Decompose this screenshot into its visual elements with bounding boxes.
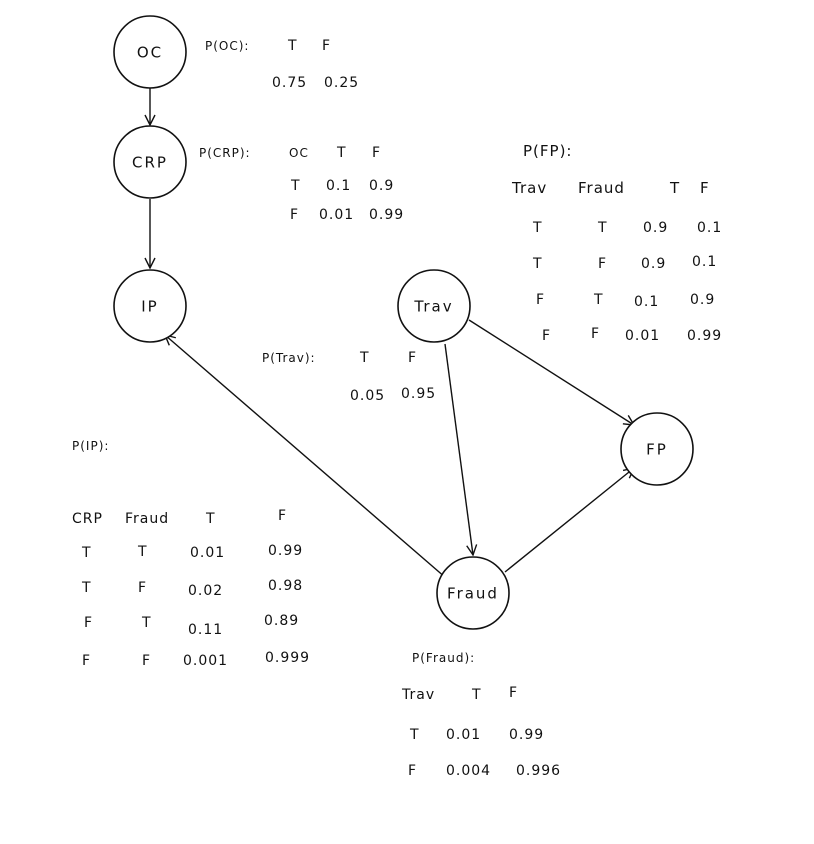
cpt-fp-row3-fraud: T <box>593 292 604 308</box>
cpt-ip-col-crp: CRP <box>72 511 103 527</box>
cpt-ip-row2-t: 0.02 <box>188 583 223 599</box>
cpt-fp-row4-fraud: F <box>591 326 600 342</box>
cpt-ip-row2-crp: T <box>81 580 92 596</box>
cpt-ip-row4-fraud: F <box>142 653 151 669</box>
cpt-fraud-row1-parent: T <box>409 727 420 743</box>
cpt-crp-row2-parent: F <box>290 207 299 223</box>
cpt-oc-header-f: F <box>322 38 331 54</box>
edge-trav-to-fp <box>468 319 634 425</box>
cpt-ip-row1-crp: T <box>81 545 92 561</box>
cpt-fraud-row2-f: 0.996 <box>516 763 561 779</box>
edge-fraud-to-fp <box>504 468 634 573</box>
cpt-fp-row4-f: 0.99 <box>687 328 722 344</box>
cpt-oc-value-t: 0.75 <box>272 75 307 91</box>
cpt-oc-title: P(OC): <box>205 39 249 53</box>
node-crp-label: CRP <box>132 154 168 172</box>
cpt-fraud-parent: Trav <box>401 687 435 703</box>
cpt-fp-row4-trav: F <box>542 328 551 344</box>
cpt-fp-row4-t: 0.01 <box>625 328 660 344</box>
cpt-ip-col-fraud: Fraud <box>125 511 169 527</box>
cpt-fp-row3-trav: F <box>536 292 545 308</box>
node-fraud-label: Fraud <box>447 585 499 603</box>
node-crp: CRP <box>113 125 187 199</box>
cpt-oc-value-f: 0.25 <box>324 75 359 91</box>
cpt-fp-row1-trav: T <box>532 220 543 236</box>
cpt-ip-row3-fraud: T <box>141 615 152 631</box>
cpt-fraud-row1-f: 0.99 <box>509 727 544 743</box>
cpt-fp: P(FP): Trav Fraud T F T T 0.9 0.1 T F 0.… <box>511 142 722 344</box>
cpt-fp-row3-f: 0.9 <box>690 292 715 308</box>
cpt-fp-title: P(FP): <box>523 142 572 160</box>
node-trav: Trav <box>397 269 471 343</box>
edge-fraud-to-ip <box>165 335 447 579</box>
node-ip-label: IP <box>141 298 158 316</box>
cpt-fraud-title: P(Fraud): <box>412 651 475 665</box>
node-fp-label: FP <box>646 441 668 459</box>
node-oc-label: OC <box>137 44 163 62</box>
cpt-ip-header-f: F <box>278 508 287 524</box>
cpt-trav-value-t: 0.05 <box>350 388 385 404</box>
cpt-trav-value-f: 0.95 <box>401 386 436 402</box>
node-trav-label: Trav <box>413 298 453 316</box>
cpt-fp-header-t: T <box>669 179 680 197</box>
cpt-trav: P(Trav): T F 0.05 0.95 <box>262 350 436 404</box>
cpt-trav-title: P(Trav): <box>262 351 316 365</box>
cpt-fp-header-f: F <box>700 179 710 197</box>
cpt-fraud-row2-t: 0.004 <box>446 763 491 779</box>
cpt-ip-header-t: T <box>205 511 216 527</box>
cpt-ip-row2-f: 0.98 <box>268 578 303 594</box>
cpt-crp-parent: OC <box>289 146 309 160</box>
cpt-crp-row2-f: 0.99 <box>369 207 404 223</box>
cpt-ip-row3-f: 0.89 <box>264 613 299 629</box>
cpt-ip: P(IP): CRP Fraud T F T T 0.01 0.99 T F 0… <box>72 439 310 669</box>
cpt-ip-row3-t: 0.11 <box>188 622 223 638</box>
cpt-crp-row2-t: 0.01 <box>319 207 354 223</box>
cpt-fp-row2-t: 0.9 <box>641 256 666 272</box>
cpt-fp-row2-fraud: F <box>598 256 607 272</box>
cpt-ip-row1-t: 0.01 <box>190 545 225 561</box>
cpt-fp-col-trav: Trav <box>511 179 547 197</box>
cpt-ip-row2-fraud: F <box>138 580 147 596</box>
cpt-fp-row1-f: 0.1 <box>697 220 722 236</box>
cpt-ip-row1-fraud: T <box>137 544 148 560</box>
cpt-trav-header-f: F <box>408 350 417 366</box>
cpt-ip-row4-f: 0.999 <box>265 650 310 666</box>
cpt-fraud: P(Fraud): Trav T F T 0.01 0.99 F 0.004 0… <box>401 651 561 779</box>
cpt-crp-row1-f: 0.9 <box>369 178 394 194</box>
cpt-fp-row3-t: 0.1 <box>634 294 659 310</box>
cpt-crp: P(CRP): OC T F T 0.1 0.9 F 0.01 0.99 <box>199 145 404 223</box>
cpt-trav-header-t: T <box>359 350 370 366</box>
cpt-oc-header-t: T <box>287 38 298 54</box>
node-fp: FP <box>620 412 694 486</box>
cpt-oc: P(OC): T F 0.75 0.25 <box>205 38 359 91</box>
edge-trav-to-fraud <box>444 343 473 555</box>
cpt-crp-title: P(CRP): <box>199 146 251 160</box>
cpt-fp-row1-fraud: T <box>597 220 608 236</box>
cpt-crp-header-f: F <box>372 145 381 161</box>
cpt-crp-row1-t: 0.1 <box>326 178 351 194</box>
node-fraud: Fraud <box>436 556 510 630</box>
cpt-ip-row3-crp: F <box>84 615 93 631</box>
cpt-fp-col-fraud: Fraud <box>578 179 625 197</box>
cpt-ip-row1-f: 0.99 <box>268 543 303 559</box>
cpt-ip-title: P(IP): <box>72 439 109 453</box>
node-ip: IP <box>113 269 187 343</box>
cpt-fraud-row2-parent: F <box>408 763 417 779</box>
cpt-fraud-row1-t: 0.01 <box>446 727 481 743</box>
cpt-fraud-header-f: F <box>509 685 518 701</box>
cpt-fp-row2-f: 0.1 <box>692 254 717 270</box>
cpt-fp-row1-t: 0.9 <box>643 220 668 236</box>
cpt-ip-row4-t: 0.001 <box>183 653 228 669</box>
cpt-fraud-header-t: T <box>471 687 482 703</box>
cpt-fp-row2-trav: T <box>532 256 543 272</box>
cpt-crp-header-t: T <box>336 145 347 161</box>
node-oc: OC <box>113 15 187 89</box>
cpt-crp-row1-parent: T <box>290 178 301 194</box>
cpt-ip-row4-crp: F <box>82 653 91 669</box>
